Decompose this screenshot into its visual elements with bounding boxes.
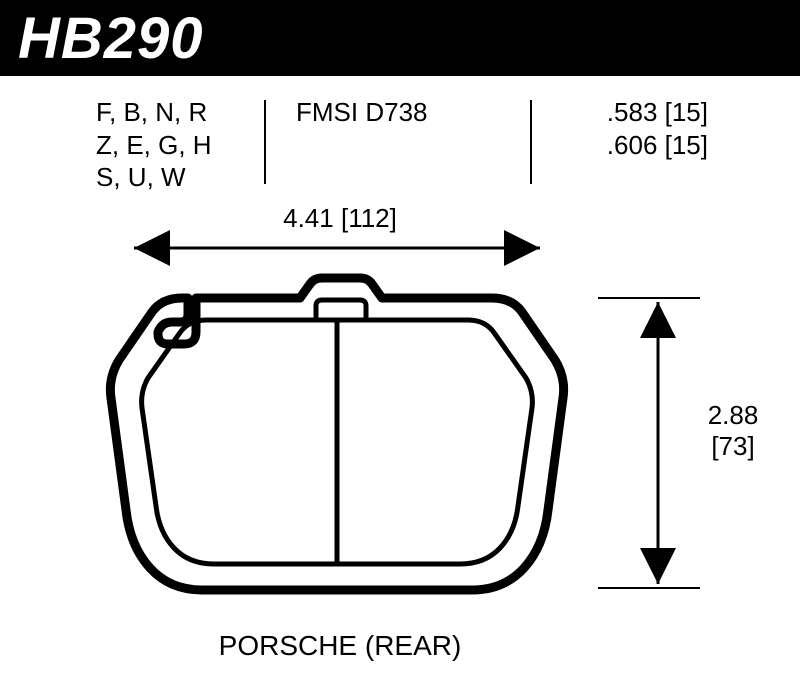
header-bar: HB290 [0, 0, 800, 76]
thickness-2: .606 [15] [607, 130, 708, 160]
fmsi-code: FMSI D738 [296, 97, 428, 127]
separator-2 [530, 100, 532, 184]
part-number-title: HB290 [18, 5, 204, 72]
height-mm: [73] [711, 431, 754, 461]
compounds-l1: F, B, N, R [96, 97, 207, 127]
height-dim: 2.88 [73] [688, 400, 778, 462]
caption: PORSCHE (REAR) [210, 630, 470, 662]
compounds-l3: S, U, W [96, 162, 186, 192]
compounds-l2: Z, E, G, H [96, 130, 212, 160]
diagram-area: 4.41 [112] 2.88 [73] PORSCHE (REAR) [0, 210, 800, 680]
compounds-col: F, B, N, R Z, E, G, H S, U, W [96, 96, 212, 194]
diagram-svg [0, 210, 800, 680]
thickness-1: .583 [15] [607, 97, 708, 127]
width-in: 4.41 [283, 203, 334, 233]
height-in: 2.88 [708, 400, 759, 430]
width-dim: 4.41 [112] [280, 203, 400, 234]
fmsi-col: FMSI D738 [296, 96, 428, 129]
info-row: F, B, N, R Z, E, G, H S, U, W FMSI D738 … [0, 90, 800, 200]
separator-1 [264, 100, 266, 184]
thickness-col: .583 [15] .606 [15] [558, 96, 708, 161]
width-mm: [112] [341, 203, 397, 233]
